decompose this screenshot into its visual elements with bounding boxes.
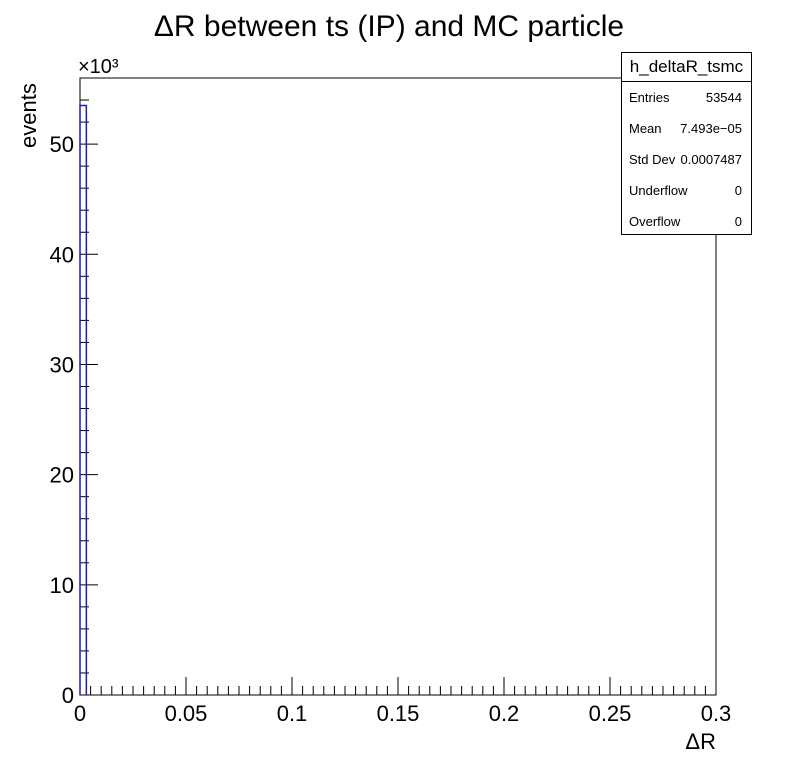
stats-label: Overflow — [629, 214, 681, 229]
axis-ticks: 0 0.05 0.1 0.15 0.2 0.25 0.3 0 10 20 30 40 50 — [50, 77, 732, 726]
y-tick-label: 30 — [50, 352, 74, 377]
y-tick-label: 20 — [50, 463, 74, 488]
x-tick-label: 0.3 — [701, 701, 732, 726]
stats-value: 0.0007487 — [680, 152, 742, 167]
stats-label: Entries — [629, 90, 670, 105]
stats-value: 0 — [734, 183, 742, 198]
stats-row-stddev: Std Dev 0.0007487 — [629, 150, 742, 170]
y-tick-label: 10 — [50, 573, 74, 598]
stats-title: h_deltaR_tsmc — [622, 53, 751, 82]
stats-row-entries: Entries 53544 — [629, 88, 742, 108]
stats-row-mean: Mean 7.493e−05 — [629, 119, 742, 139]
y-multiplier: ×10³ — [78, 56, 119, 78]
histogram-bin — [79, 104, 88, 695]
x-tick-label: 0.2 — [489, 701, 520, 726]
x-tick-label: 0.05 — [165, 701, 208, 726]
x-tick-label: 0.1 — [277, 701, 308, 726]
stats-value: 7.493e−05 — [680, 121, 742, 136]
stats-value: 0 — [734, 214, 742, 229]
x-tick-label: 0.15 — [377, 701, 420, 726]
x-tick-label: 0.25 — [589, 701, 632, 726]
y-tick-label: 40 — [50, 242, 74, 267]
stats-value: 53544 — [705, 90, 742, 105]
stats-label: Underflow — [629, 183, 688, 198]
stats-row-underflow: Underflow 0 — [629, 181, 742, 201]
stats-row-overflow: Overflow 0 — [629, 212, 742, 232]
stats-box: h_deltaR_tsmc Entries 53544 Mean 7.493e−… — [621, 52, 752, 235]
histogram-bars — [79, 104, 88, 695]
y-axis-label: events — [16, 83, 41, 148]
stats-label: Std Dev — [629, 152, 676, 167]
chart-title: ΔR between ts (IP) and MC particle — [154, 10, 624, 43]
y-tick-label: 50 — [50, 132, 74, 157]
y-tick-label: 0 — [62, 683, 74, 708]
x-axis-label: ΔR — [685, 729, 716, 754]
stats-label: Mean — [629, 121, 662, 136]
x-tick-label: 0 — [74, 701, 86, 726]
